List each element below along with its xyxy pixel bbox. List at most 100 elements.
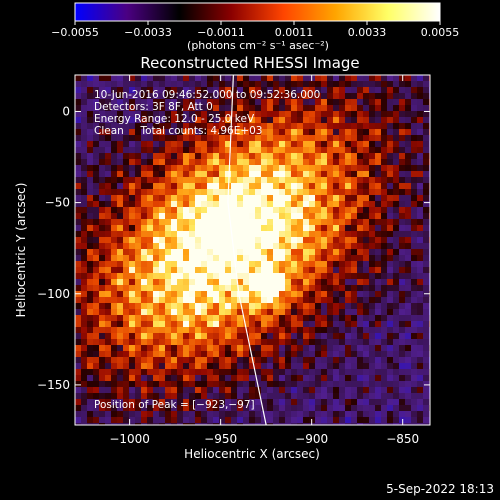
- heatmap-cell: [213, 279, 220, 286]
- heatmap-cell: [315, 411, 322, 418]
- heatmap-cell: [141, 231, 148, 238]
- heatmap-cell: [123, 297, 130, 304]
- heatmap-cell: [303, 369, 310, 376]
- heatmap-cell: [399, 345, 406, 352]
- heatmap-cell: [315, 267, 322, 274]
- heatmap-cell: [153, 351, 160, 358]
- heatmap-cell: [369, 207, 376, 214]
- heatmap-cell: [81, 81, 88, 88]
- heatmap-cell: [99, 423, 106, 425]
- heatmap-cell: [189, 249, 196, 256]
- heatmap-cell: [123, 147, 130, 154]
- heatmap-cell: [147, 375, 154, 382]
- heatmap-cell: [261, 147, 268, 154]
- heatmap-cell: [165, 273, 172, 280]
- heatmap-cell: [183, 231, 190, 238]
- heatmap-cell: [411, 381, 418, 388]
- heatmap-cell: [321, 135, 328, 142]
- heatmap-cell: [345, 165, 352, 172]
- heatmap-cell: [321, 81, 328, 88]
- heatmap-cell: [273, 93, 280, 100]
- heatmap-cell: [279, 171, 286, 178]
- heatmap-cell: [123, 171, 130, 178]
- heatmap-cell: [381, 99, 388, 106]
- heatmap-cell: [279, 363, 286, 370]
- heatmap-cell: [387, 345, 394, 352]
- heatmap-cell: [327, 369, 334, 376]
- heatmap-cell: [75, 363, 82, 370]
- heatmap-cell: [117, 189, 124, 196]
- heatmap-cell: [237, 123, 244, 130]
- heatmap-cell: [375, 159, 382, 166]
- heatmap-cell: [177, 333, 184, 340]
- heatmap-cell: [369, 363, 376, 370]
- heatmap-cell: [99, 183, 106, 190]
- heatmap-cell: [135, 129, 142, 136]
- heatmap-cell: [279, 375, 286, 382]
- heatmap-cell: [105, 141, 112, 148]
- heatmap-cell: [303, 171, 310, 178]
- heatmap-cell: [285, 357, 292, 364]
- heatmap-cell: [285, 285, 292, 292]
- heatmap-cell: [87, 225, 94, 232]
- heatmap-cell: [117, 165, 124, 172]
- heatmap-cell: [195, 363, 202, 370]
- heatmap-cell: [285, 189, 292, 196]
- heatmap-cell: [423, 129, 430, 136]
- heatmap-cell: [255, 315, 262, 322]
- heatmap-cell: [111, 273, 118, 280]
- heatmap-cell: [189, 225, 196, 232]
- heatmap-cell: [171, 381, 178, 388]
- heatmap-cell: [405, 237, 412, 244]
- heatmap-cell: [87, 129, 94, 136]
- heatmap-cell: [195, 339, 202, 346]
- heatmap-cell: [375, 339, 382, 346]
- heatmap-cell: [303, 321, 310, 328]
- heatmap-cell: [273, 285, 280, 292]
- heatmap-cell: [321, 405, 328, 412]
- heatmap-cell: [129, 171, 136, 178]
- heatmap-cell: [321, 309, 328, 316]
- heatmap-cell: [237, 135, 244, 142]
- heatmap-cell: [189, 273, 196, 280]
- heatmap-cell: [285, 243, 292, 250]
- heatmap-cell: [309, 165, 316, 172]
- heatmap-cell: [207, 213, 214, 220]
- heatmap-cell: [243, 291, 250, 298]
- heatmap-cell: [375, 315, 382, 322]
- heatmap-cell: [117, 333, 124, 340]
- heatmap-cell: [375, 255, 382, 262]
- heatmap-cell: [297, 207, 304, 214]
- heatmap-cell: [153, 117, 160, 124]
- heatmap-cell: [267, 399, 274, 406]
- heatmap-cell: [231, 405, 238, 412]
- heatmap-cell: [201, 141, 208, 148]
- heatmap-cell: [411, 135, 418, 142]
- heatmap-cell: [147, 303, 154, 310]
- heatmap-cell: [261, 117, 268, 124]
- heatmap-cell: [291, 237, 298, 244]
- heatmap-cell: [387, 327, 394, 334]
- heatmap-cell: [117, 201, 124, 208]
- heatmap-cell: [279, 303, 286, 310]
- heatmap-cell: [369, 297, 376, 304]
- heatmap-cell: [81, 321, 88, 328]
- heatmap-cell: [249, 195, 256, 202]
- heatmap-cell: [291, 195, 298, 202]
- heatmap-cell: [171, 345, 178, 352]
- heatmap-cell: [357, 345, 364, 352]
- heatmap-cell: [117, 141, 124, 148]
- heatmap-cell: [321, 165, 328, 172]
- heatmap-cell: [297, 273, 304, 280]
- heatmap-cell: [369, 213, 376, 220]
- heatmap-cell: [351, 297, 358, 304]
- heatmap-cell: [147, 141, 154, 148]
- heatmap-cell: [261, 363, 268, 370]
- heatmap-cell: [291, 213, 298, 220]
- heatmap-cell: [363, 303, 370, 310]
- heatmap-cell: [315, 399, 322, 406]
- heatmap-cell: [219, 141, 226, 148]
- heatmap-cell: [99, 219, 106, 226]
- heatmap-cell: [309, 255, 316, 262]
- heatmap-cell: [237, 309, 244, 316]
